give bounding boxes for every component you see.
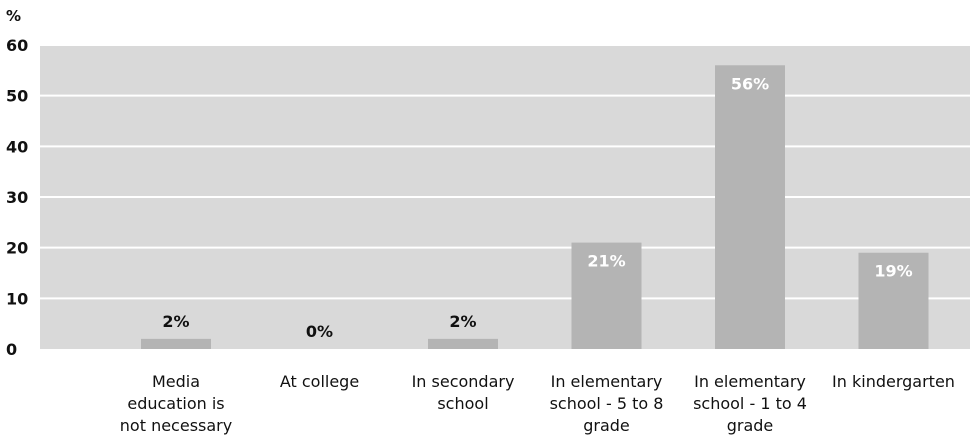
category-label: In secondary school bbox=[412, 372, 515, 413]
category-label-line: Media bbox=[152, 372, 200, 391]
gridlines bbox=[40, 44, 970, 300]
bar bbox=[571, 242, 642, 349]
bars bbox=[141, 65, 929, 350]
category-label-line: school - 1 to 4 bbox=[693, 394, 807, 413]
category-label-line: school bbox=[437, 394, 488, 413]
category-label-line: In secondary bbox=[412, 372, 515, 391]
category-label-line: grade bbox=[583, 416, 630, 435]
bar bbox=[858, 252, 929, 349]
category-label: At college bbox=[280, 372, 359, 391]
category-label: Media education is not necessary bbox=[120, 372, 232, 435]
bar bbox=[141, 338, 211, 349]
y-tick-label: 30 bbox=[6, 188, 28, 207]
category-label: In elementary school - 1 to 4 grade bbox=[693, 372, 807, 435]
y-tick-label: 60 bbox=[6, 36, 28, 55]
data-label: 19% bbox=[874, 262, 912, 281]
y-axis-ticks: 0 10 20 30 40 50 60 bbox=[6, 36, 28, 359]
category-label: In elementary school - 5 to 8 grade bbox=[550, 372, 664, 435]
y-tick-label: 0 bbox=[6, 340, 17, 359]
category-label-line: In kindergarten bbox=[832, 372, 955, 391]
y-tick-label: 50 bbox=[6, 87, 28, 106]
data-label: 2% bbox=[162, 312, 189, 331]
category-label-line: grade bbox=[727, 416, 774, 435]
category-label-line: education is bbox=[127, 394, 224, 413]
data-label: 2% bbox=[449, 312, 476, 331]
data-labels: 2% 0% 2% 21% 56% 19% bbox=[162, 74, 912, 341]
category-label-line: not necessary bbox=[120, 416, 232, 435]
category-label: In kindergarten bbox=[832, 372, 955, 391]
y-axis-unit-label: % bbox=[6, 7, 21, 25]
category-label-line: school - 5 to 8 bbox=[550, 394, 664, 413]
category-label-line: In elementary bbox=[551, 372, 663, 391]
category-label-line: At college bbox=[280, 372, 359, 391]
category-label-line: In elementary bbox=[694, 372, 806, 391]
data-label: 21% bbox=[587, 252, 625, 271]
y-tick-label: 10 bbox=[6, 289, 28, 308]
bar bbox=[715, 65, 785, 350]
y-tick-label: 40 bbox=[6, 137, 28, 156]
bar bbox=[428, 338, 498, 349]
category-labels: Media education is not necessary At college… bbox=[120, 372, 955, 435]
y-tick-label: 20 bbox=[6, 239, 28, 258]
data-label: 0% bbox=[306, 322, 333, 341]
data-label: 56% bbox=[731, 74, 769, 93]
